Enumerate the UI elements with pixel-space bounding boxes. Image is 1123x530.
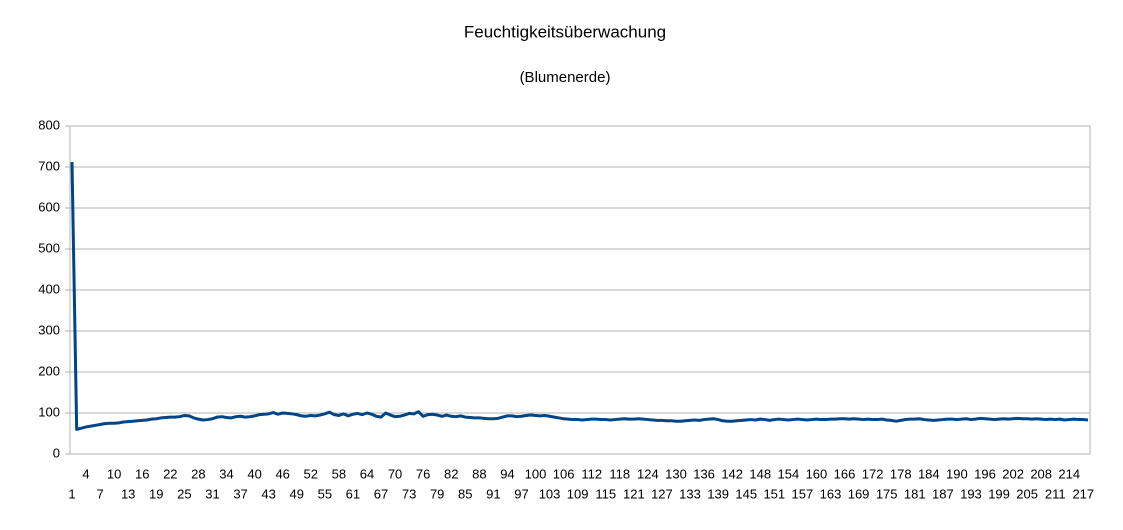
y-tick-label: 0: [53, 445, 60, 460]
x-tick-label: 43: [261, 486, 275, 501]
x-tick-label: 55: [318, 486, 332, 501]
x-tick-label: 199: [988, 486, 1010, 501]
x-tick-label: 142: [721, 466, 743, 481]
x-tick-label: 97: [514, 486, 528, 501]
y-tick-label: 300: [38, 322, 60, 337]
x-tick-label: 37: [233, 486, 247, 501]
x-tick-label: 22: [163, 466, 177, 481]
y-tick-label: 600: [38, 199, 60, 214]
x-tick-label: 82: [444, 466, 458, 481]
x-tick-label: 94: [500, 466, 514, 481]
x-tick-label: 163: [820, 486, 842, 501]
x-tick-label: 196: [974, 466, 996, 481]
x-tick-label: 73: [402, 486, 416, 501]
x-tick-label: 61: [346, 486, 360, 501]
x-tick-label: 52: [304, 466, 318, 481]
x-tick-label: 139: [707, 486, 729, 501]
chart-title: Feuchtigkeitsüberwachung: [464, 22, 666, 41]
x-tick-label: 214: [1058, 466, 1080, 481]
x-tick-label: 4: [82, 466, 89, 481]
x-tick-label: 166: [834, 466, 856, 481]
x-tick-label: 202: [1002, 466, 1024, 481]
y-tick-label: 200: [38, 363, 60, 378]
x-tick-label: 130: [665, 466, 687, 481]
x-tick-label: 58: [332, 466, 346, 481]
x-tick-label: 106: [553, 466, 575, 481]
x-tick-label: 40: [247, 466, 261, 481]
x-tick-label: 91: [486, 486, 500, 501]
x-tick-label: 79: [430, 486, 444, 501]
x-tick-label: 70: [388, 466, 402, 481]
x-tick-label: 109: [567, 486, 589, 501]
x-tick-label: 175: [876, 486, 898, 501]
x-tick-label: 1: [68, 486, 75, 501]
x-tick-label: 76: [416, 466, 430, 481]
x-tick-label: 88: [472, 466, 486, 481]
x-tick-label: 172: [862, 466, 884, 481]
x-tick-label: 124: [637, 466, 659, 481]
x-tick-label: 145: [735, 486, 757, 501]
x-tick-label: 115: [595, 486, 616, 501]
y-tick-label: 100: [38, 404, 60, 419]
data-line: [70, 162, 1089, 431]
x-tick-label: 16: [135, 466, 149, 481]
x-tick-label: 148: [749, 466, 771, 481]
x-tick-label: 10: [107, 466, 121, 481]
x-tick-label: 103: [539, 486, 561, 501]
y-tick-label: 800: [38, 117, 60, 132]
x-tick-label: 160: [806, 466, 828, 481]
x-tick-label: 34: [219, 466, 233, 481]
x-tick-label: 67: [374, 486, 388, 501]
x-tick-label: 85: [458, 486, 472, 501]
x-tick-label: 211: [1045, 486, 1066, 501]
x-tick-label: 136: [693, 466, 715, 481]
x-tick-label: 193: [960, 486, 982, 501]
x-tick-label: 112: [581, 466, 602, 481]
chart-subtitle: (Blumenerde): [520, 69, 611, 86]
x-tick-label: 31: [205, 486, 219, 501]
x-tick-label: 25: [177, 486, 191, 501]
x-tick-label: 118: [609, 466, 630, 481]
x-tick-label: 154: [777, 466, 799, 481]
x-tick-label: 121: [623, 486, 645, 501]
x-tick-label: 178: [890, 466, 912, 481]
x-tick-label: 184: [918, 466, 940, 481]
x-tick-label: 7: [96, 486, 103, 501]
x-tick-label: 100: [525, 466, 547, 481]
x-tick-label: 151: [763, 486, 785, 501]
x-tick-label: 133: [679, 486, 701, 501]
x-tick-label: 187: [932, 486, 954, 501]
x-tick-label: 64: [360, 466, 374, 481]
x-tick-label: 205: [1016, 486, 1038, 501]
x-tick-label: 217: [1072, 486, 1094, 501]
x-tick-label: 190: [946, 466, 968, 481]
x-tick-label: 127: [651, 486, 673, 501]
x-tick-label: 169: [848, 486, 870, 501]
y-tick-label: 700: [38, 158, 60, 173]
y-tick-label: 400: [38, 281, 60, 296]
y-tick-label: 500: [38, 240, 60, 255]
x-tick-label: 49: [290, 486, 304, 501]
x-tick-label: 28: [191, 466, 205, 481]
x-tick-label: 208: [1030, 466, 1052, 481]
x-tick-label: 19: [149, 486, 163, 501]
x-tick-label: 46: [275, 466, 289, 481]
x-tick-label: 157: [792, 486, 814, 501]
x-tick-label: 181: [904, 486, 926, 501]
x-tick-label: 13: [121, 486, 135, 501]
